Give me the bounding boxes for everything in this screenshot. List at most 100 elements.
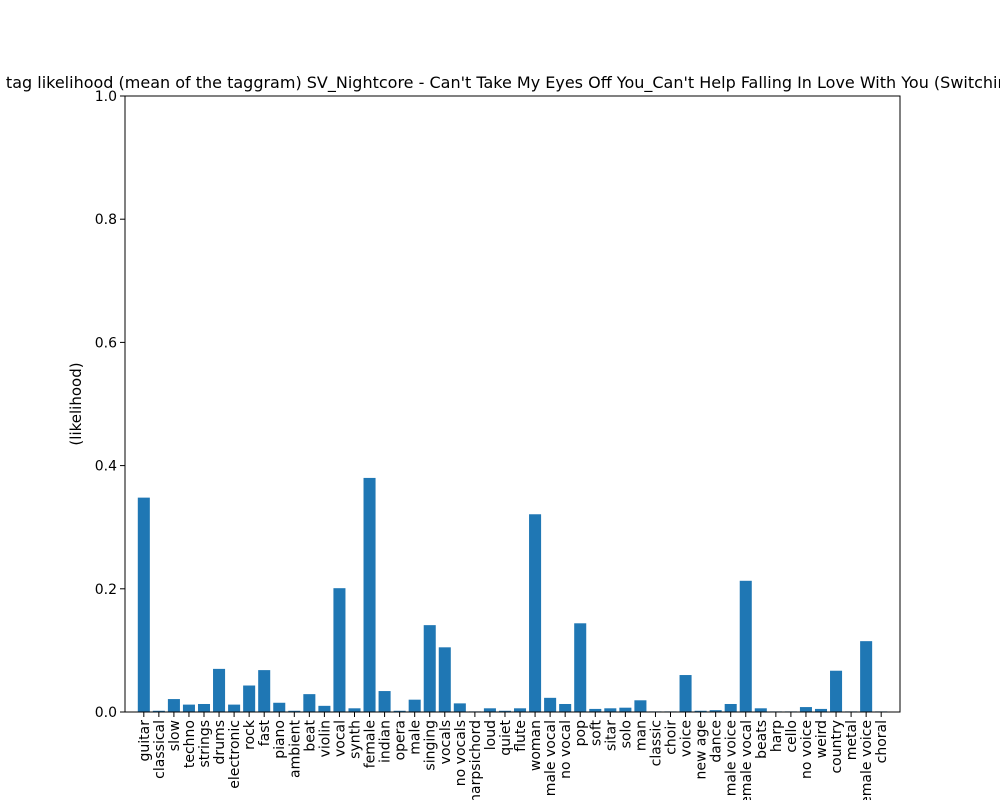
plot-frame	[124, 95, 901, 713]
bar-female-vocal	[739, 580, 752, 712]
x-tick-label: flute	[513, 720, 529, 752]
x-tick-label: fast	[257, 719, 273, 746]
bar-strings	[197, 703, 211, 712]
bar-male-vocal	[544, 697, 557, 712]
bar-female	[363, 477, 376, 712]
y-axis: 0.0 0.2 0.4 0.6 0.8 1.0	[95, 89, 125, 721]
x-tick-label: classic	[648, 720, 664, 766]
bar-woman	[529, 514, 542, 712]
y-tick-label: 0.0	[95, 705, 117, 721]
bar-electronic	[228, 704, 241, 712]
bar-synth	[348, 708, 361, 712]
x-tick-label: no voice	[799, 720, 815, 779]
x-tick-label: beat	[302, 719, 318, 751]
x-tick-label: harp	[769, 720, 785, 752]
x-tick-label: singing	[423, 720, 439, 771]
x-tick-label: strings	[197, 720, 213, 767]
bar-male	[408, 699, 421, 712]
x-tick-label: man	[633, 720, 649, 751]
x-tick-label: female vocal	[739, 720, 755, 800]
x-tick-label: no vocal	[558, 720, 574, 779]
bar-beats	[754, 708, 767, 712]
x-tick-label: sitar	[603, 720, 619, 751]
x-tick-label: vocal	[332, 720, 348, 757]
x-tick-label: quiet	[498, 720, 514, 756]
x-tick-label: beats	[754, 720, 770, 759]
x-tick-label: voice	[679, 720, 695, 757]
x-tick-label: no vocals	[453, 720, 469, 786]
x-tick-label: piano	[272, 720, 288, 759]
x-tick-label: choir	[664, 720, 680, 755]
bar-techno	[182, 704, 195, 712]
y-tick-label: 0.2	[95, 582, 117, 598]
bar-solo	[619, 707, 632, 712]
x-tick-label: slow	[167, 720, 183, 751]
bar-vocals	[438, 647, 451, 712]
x-tick-label: new age	[694, 720, 710, 779]
bar-no-vocal	[559, 703, 572, 712]
x-tick-label: indian	[378, 720, 394, 763]
x-axis: guitar classical slow techno strings drums ele…	[137, 712, 890, 800]
x-tick-label: drums	[212, 720, 228, 764]
y-tick-label: 0.8	[95, 212, 117, 228]
x-tick-label: guitar	[137, 720, 153, 762]
x-tick-label: cello	[784, 720, 800, 753]
bar-man	[634, 700, 647, 712]
bar-indian	[378, 691, 391, 712]
x-tick-label: solo	[618, 720, 634, 748]
bar-female-voice	[860, 641, 873, 712]
x-tick-label: opera	[393, 720, 409, 760]
bar-flute	[514, 708, 527, 712]
bar-country	[830, 670, 843, 712]
x-tick-label: female	[363, 720, 379, 768]
bar-slow	[167, 699, 180, 712]
x-tick-label: choral	[874, 720, 890, 763]
bar-singing	[423, 625, 436, 712]
bar-soft	[589, 708, 602, 712]
bar-drums	[213, 668, 226, 712]
bar-voice	[679, 675, 692, 712]
x-tick-label: woman	[528, 720, 544, 771]
y-tick-label: 0.6	[95, 335, 117, 351]
x-tick-label: male	[408, 720, 424, 755]
x-tick-label: synth	[347, 720, 363, 759]
bar-opera	[393, 710, 406, 712]
x-tick-label: ambient	[287, 719, 303, 777]
bar-classical	[152, 710, 165, 712]
x-tick-label: classical	[152, 720, 168, 779]
bar-dance	[709, 710, 722, 712]
x-tick-label: metal	[844, 720, 860, 760]
chart-title: Estimated tag likelihood (mean of the ta…	[0, 73, 1000, 93]
y-tick-label: 0.4	[95, 459, 117, 475]
x-tick-label: violin	[317, 720, 333, 757]
bar-fast	[258, 670, 271, 712]
x-tick-label: female voice	[859, 720, 875, 800]
bar-violin	[318, 705, 331, 712]
bar-sitar	[604, 708, 617, 712]
x-tick-label: country	[829, 720, 845, 774]
bar-no-vocals	[453, 703, 466, 712]
bar-rock	[243, 685, 256, 712]
x-tick-label: male vocal	[543, 720, 559, 796]
x-tick-label: pop	[573, 720, 589, 746]
bar-new-age	[694, 710, 707, 712]
bars-group	[137, 477, 888, 712]
x-tick-label: harpsichord	[468, 720, 484, 800]
bar-loud	[483, 708, 496, 712]
x-tick-label: soft	[588, 719, 604, 746]
x-tick-label: weird	[814, 720, 830, 758]
x-tick-label: male voice	[724, 720, 740, 796]
bar-piano	[273, 702, 286, 712]
bar-weird	[814, 708, 828, 712]
bar-beat	[303, 694, 316, 712]
y-tick-label: 1.0	[95, 89, 117, 105]
bar-pop	[574, 623, 587, 712]
bar-guitar	[137, 497, 150, 712]
x-tick-label: electronic	[227, 720, 243, 789]
bar-ambient	[288, 710, 301, 712]
x-tick-label: techno	[182, 720, 198, 768]
bar-quiet	[498, 710, 511, 712]
bar-male-voice	[724, 703, 737, 712]
x-tick-label: loud	[483, 720, 499, 750]
